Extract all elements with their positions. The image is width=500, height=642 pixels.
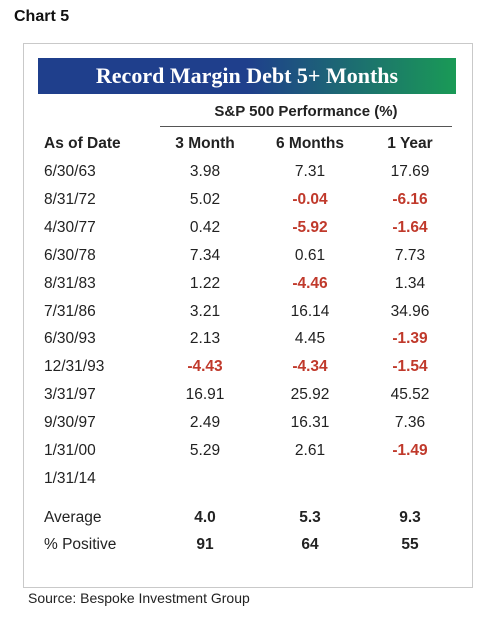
summary-1-year: 9.3	[399, 509, 421, 526]
cell-1-year: 17.69	[390, 163, 430, 180]
cell-6-months: 4.45	[294, 330, 326, 348]
cell-6-months: 16.31	[290, 414, 330, 432]
cell-6-months: -4.34	[292, 358, 328, 376]
group-header-rule	[160, 126, 452, 127]
source-note: Source: Bespoke Investment Group	[28, 590, 250, 606]
col-header-1-year: 1 Year	[387, 135, 433, 152]
col-header-6-months: 6 Months	[275, 135, 345, 152]
cell-3-month: 5.29	[189, 442, 221, 459]
cell-6-months: 7.31	[294, 163, 326, 180]
cell-1-year: -1.39	[392, 330, 428, 348]
table-frame	[23, 43, 473, 588]
cell-1-year: -1.64	[392, 218, 428, 236]
cell-1-year: -1.54	[392, 358, 428, 376]
cell-1-year: -1.49	[392, 442, 428, 459]
title-banner: Record Margin Debt 5+ Months	[38, 58, 456, 94]
table-title: Record Margin Debt 5+ Months	[95, 63, 399, 88]
cell-1-year: 1.34	[394, 274, 426, 292]
cell-3-month: 2.49	[189, 414, 221, 432]
summary-label: Average	[44, 509, 102, 526]
cell-1-year: 34.96	[390, 302, 430, 320]
cell-6-months: -5.92	[292, 218, 328, 236]
cell-date: 6/30/78	[44, 246, 96, 264]
cell-3-month: 0.42	[189, 218, 221, 236]
cell-3-month: 2.13	[189, 330, 221, 348]
cell-date: 1/31/14	[44, 469, 96, 487]
summary-6-months: 5.3	[299, 509, 321, 526]
cell-date: 3/31/97	[44, 386, 96, 404]
col-header-3-month: 3 Month	[175, 135, 235, 152]
cell-1-year: -6.16	[392, 190, 428, 208]
cell-1-year: 7.36	[394, 414, 426, 432]
cell-6-months: 16.14	[290, 302, 330, 320]
cell-3-month: 1.22	[189, 274, 221, 292]
cell-1-year: 45.52	[390, 386, 430, 404]
summary-3-month: 91	[196, 536, 214, 553]
cell-3-month: 16.91	[185, 386, 225, 404]
cell-3-month: 3.21	[189, 302, 221, 320]
cell-3-month: -4.43	[187, 358, 223, 376]
cell-3-month: 5.02	[189, 190, 221, 208]
cell-date: 12/31/93	[44, 358, 105, 376]
cell-3-month: 3.98	[189, 163, 221, 180]
cell-date: 1/31/00	[44, 442, 96, 459]
cell-date: 6/30/93	[44, 330, 96, 348]
cell-6-months: -4.46	[292, 274, 328, 292]
cell-date: 4/30/77	[44, 218, 96, 236]
summary-1-year: 55	[401, 536, 419, 553]
cell-date: 6/30/63	[44, 163, 96, 180]
summary-3-month: 4.0	[194, 509, 216, 526]
cell-6-months: 2.61	[294, 442, 326, 459]
cell-3-month: 7.34	[189, 246, 221, 264]
summary-label: % Positive	[44, 536, 117, 553]
cell-1-year: 7.73	[394, 246, 426, 264]
chart-label: Chart 5	[14, 8, 70, 25]
cell-6-months: 0.61	[294, 246, 326, 264]
cell-6-months: -0.04	[292, 190, 328, 208]
cell-date: 8/31/72	[44, 190, 96, 208]
summary-6-months: 64	[301, 536, 319, 553]
group-header: S&P 500 Performance (%)	[214, 103, 398, 120]
col-header-date: As of Date	[44, 135, 121, 152]
cell-date: 9/30/97	[44, 414, 96, 432]
cell-6-months: 25.92	[290, 386, 330, 404]
cell-date: 8/31/83	[44, 274, 96, 292]
cell-date: 7/31/86	[44, 302, 96, 320]
